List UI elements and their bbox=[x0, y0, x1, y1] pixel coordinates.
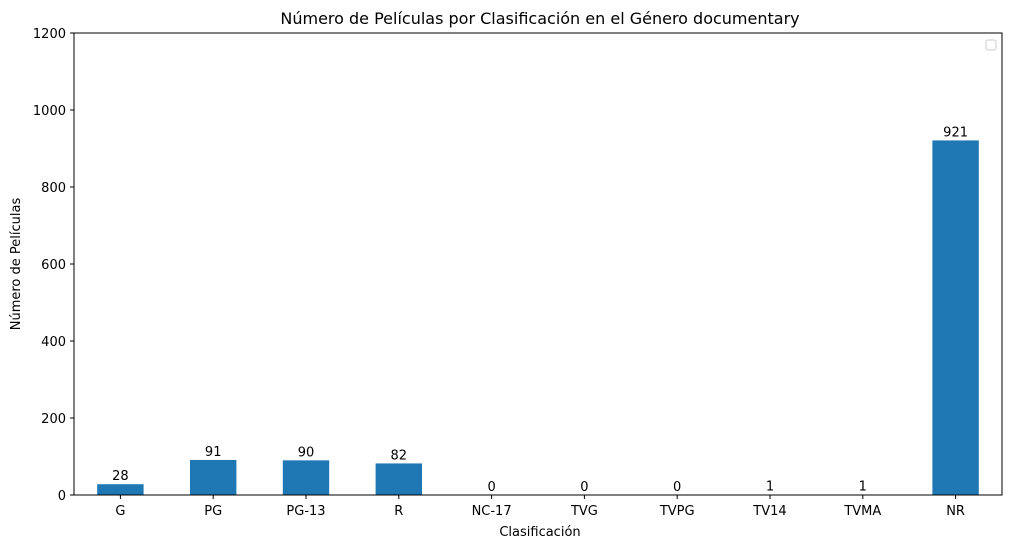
x-tick-label: PG bbox=[204, 504, 222, 519]
x-tick-label: TV14 bbox=[752, 504, 786, 519]
y-tick-label: 0 bbox=[58, 489, 66, 504]
bar-nr bbox=[932, 140, 979, 496]
bar-r bbox=[375, 463, 422, 495]
data-label: 1 bbox=[859, 480, 867, 495]
data-label: 0 bbox=[673, 480, 681, 495]
plot-area: 28 91 90 82 0 0 0 1 1 921 0 200 400 600 800 1000 1200 G PG… bbox=[33, 27, 1003, 519]
x-tick-label: TVMA bbox=[843, 504, 881, 519]
y-axis-title: Número de Películas bbox=[9, 198, 24, 331]
x-tick-label: G bbox=[115, 504, 125, 519]
x-tick-label: NC-17 bbox=[472, 504, 512, 519]
legend-box bbox=[985, 39, 997, 51]
x-tick-label: NR bbox=[946, 504, 965, 519]
plot-frame bbox=[73, 32, 1003, 496]
x-axis-title: Clasificación bbox=[499, 525, 580, 540]
x-tick-label: TVG bbox=[570, 504, 598, 519]
bar-pg-13 bbox=[282, 460, 330, 495]
bar-g bbox=[97, 484, 144, 495]
y-tick-label: 1200 bbox=[33, 27, 66, 42]
data-label: 28 bbox=[112, 469, 129, 484]
data-label: 0 bbox=[487, 480, 495, 495]
x-tick-label: PG-13 bbox=[286, 504, 325, 519]
bar-pg bbox=[190, 459, 237, 495]
y-tick-label: 400 bbox=[41, 335, 66, 350]
y-tick-label: 1000 bbox=[33, 104, 66, 119]
data-label: 91 bbox=[205, 445, 222, 460]
y-tick-label: 200 bbox=[41, 412, 66, 427]
data-label: 0 bbox=[580, 480, 588, 495]
data-label: 90 bbox=[298, 445, 315, 460]
data-label: 1 bbox=[766, 480, 774, 495]
chart-title: Número de Películas por Clasificación en… bbox=[280, 9, 799, 28]
data-label: 82 bbox=[391, 448, 408, 463]
x-tick-label: R bbox=[394, 504, 403, 519]
x-tick-label: TVPG bbox=[659, 504, 695, 519]
y-tick-label: 600 bbox=[41, 258, 66, 273]
data-label: 921 bbox=[943, 125, 968, 140]
y-tick-label: 800 bbox=[41, 181, 66, 196]
